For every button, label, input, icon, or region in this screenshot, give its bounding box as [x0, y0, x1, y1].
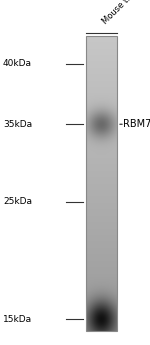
Text: RBM7: RBM7 — [123, 119, 150, 129]
Text: 25kDa: 25kDa — [3, 197, 32, 206]
Bar — [86, 36, 117, 331]
Text: 40kDa: 40kDa — [3, 59, 32, 68]
Text: 15kDa: 15kDa — [3, 315, 32, 324]
Text: 35kDa: 35kDa — [3, 120, 32, 129]
Text: Mouse thymus: Mouse thymus — [100, 0, 150, 26]
